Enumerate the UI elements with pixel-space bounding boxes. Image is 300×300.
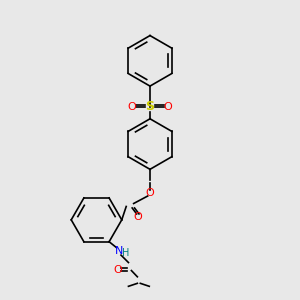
Text: N: N	[115, 246, 124, 256]
Text: H: H	[122, 248, 130, 258]
Text: O: O	[164, 102, 172, 112]
Text: O: O	[146, 188, 154, 198]
Text: S: S	[146, 100, 154, 113]
Text: O: O	[113, 265, 122, 275]
Text: O: O	[134, 212, 142, 222]
Text: O: O	[128, 102, 136, 112]
